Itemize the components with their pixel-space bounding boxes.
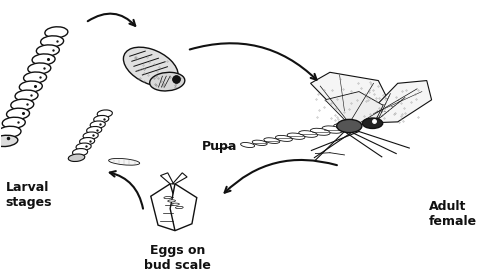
Ellipse shape — [73, 149, 88, 156]
Ellipse shape — [97, 110, 112, 117]
Ellipse shape — [241, 143, 255, 148]
Text: Larval
stages: Larval stages — [5, 181, 52, 209]
Ellipse shape — [24, 72, 47, 83]
Text: Eggs on
bud scale: Eggs on bud scale — [144, 244, 211, 272]
Ellipse shape — [252, 140, 267, 146]
Ellipse shape — [68, 154, 85, 162]
Polygon shape — [151, 184, 177, 231]
Ellipse shape — [87, 127, 102, 134]
Text: Adult
female: Adult female — [429, 200, 477, 228]
Ellipse shape — [175, 206, 183, 209]
Polygon shape — [170, 184, 197, 231]
Ellipse shape — [19, 81, 42, 92]
Ellipse shape — [311, 128, 330, 135]
Polygon shape — [311, 72, 388, 123]
Ellipse shape — [79, 137, 95, 145]
Ellipse shape — [6, 108, 29, 119]
Ellipse shape — [28, 63, 51, 74]
Ellipse shape — [83, 132, 98, 139]
Ellipse shape — [0, 126, 21, 137]
Ellipse shape — [76, 143, 91, 150]
Polygon shape — [172, 173, 187, 184]
Ellipse shape — [299, 131, 318, 137]
Ellipse shape — [275, 136, 293, 141]
Ellipse shape — [15, 90, 38, 101]
Polygon shape — [325, 92, 383, 125]
Ellipse shape — [109, 158, 140, 165]
Ellipse shape — [164, 197, 171, 199]
Ellipse shape — [94, 115, 109, 123]
Ellipse shape — [334, 123, 355, 131]
Polygon shape — [359, 81, 432, 123]
Ellipse shape — [45, 27, 68, 38]
Ellipse shape — [149, 72, 185, 91]
Ellipse shape — [36, 45, 59, 56]
Ellipse shape — [0, 135, 18, 146]
Ellipse shape — [337, 119, 362, 133]
Ellipse shape — [32, 54, 55, 65]
Ellipse shape — [90, 121, 105, 128]
Ellipse shape — [2, 117, 25, 129]
Ellipse shape — [41, 36, 64, 47]
Text: Pupa: Pupa — [201, 140, 237, 153]
Ellipse shape — [172, 203, 179, 205]
Ellipse shape — [287, 133, 305, 139]
Ellipse shape — [123, 47, 178, 87]
Ellipse shape — [264, 138, 280, 143]
Polygon shape — [160, 173, 173, 184]
Ellipse shape — [168, 200, 175, 202]
Ellipse shape — [363, 118, 383, 129]
Ellipse shape — [11, 99, 34, 110]
Ellipse shape — [322, 126, 343, 133]
